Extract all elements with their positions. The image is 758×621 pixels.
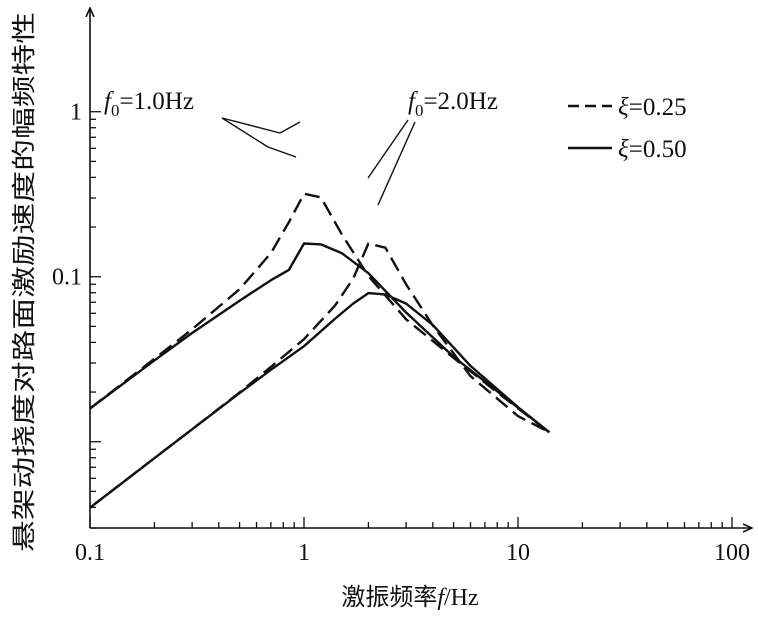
series-lines [89, 192, 551, 509]
annotation-leader-line [367, 119, 409, 179]
legend-symbol: ξ [618, 136, 629, 163]
annotation-var: f [408, 88, 418, 115]
series-line-dashed-f0-1 [89, 192, 551, 434]
y-axis-title: 悬架动挠度对路面激励速度的幅频特性 [11, 12, 38, 552]
annotation-var: f [104, 88, 114, 115]
x-tick-label: 0.1 [75, 540, 105, 566]
annotation-text: =2.0Hz [423, 88, 498, 115]
annotation-leader-line [267, 146, 297, 158]
x-tick-label: 10 [506, 540, 530, 566]
x-tick-label: 1 [298, 540, 310, 566]
annotation-label: f0=2.0Hz [408, 88, 498, 120]
legend-value: =0.50 [629, 136, 687, 163]
x-axis-title-var: f [437, 585, 447, 611]
annotation-label: f0=1.0Hz [104, 88, 194, 120]
annotation-leader-line [221, 117, 269, 148]
annotation-text: =1.0Hz [119, 88, 194, 115]
annotation-leader-line [221, 117, 281, 134]
legend-symbol: ξ [618, 94, 629, 121]
series-line-solid-f0-1 [89, 242, 551, 434]
y-tick-label: 1 [70, 100, 82, 126]
legend-value: =0.25 [629, 94, 687, 121]
series-line-dashed-f0-2 [89, 242, 550, 509]
annotation-leader-line [279, 121, 301, 134]
x-tick-label: 100 [714, 540, 750, 566]
axes [90, 8, 752, 528]
x-axis-title-unit: /Hz [444, 585, 479, 611]
x-axis-title-cn: 激振频率 [341, 584, 437, 611]
x-axis-title: 激振频率f/Hz [341, 584, 478, 611]
series-line-solid-f0-2 [89, 291, 551, 509]
y-tick-label: 0.1 [52, 265, 82, 291]
legend-label: ξ=0.25 [618, 94, 687, 121]
axis-ticks: 0.1 1 10 100 1 0.1 [52, 100, 750, 566]
annotation-subscript: 0 [415, 101, 424, 120]
legend: ξ=0.25ξ=0.50 [568, 94, 687, 163]
annotation-leader-line [377, 121, 416, 206]
legend-label: ξ=0.50 [618, 136, 687, 163]
annotations: f0=1.0Hz f0=2.0Hz [104, 88, 498, 206]
annotation-subscript: 0 [111, 101, 120, 120]
